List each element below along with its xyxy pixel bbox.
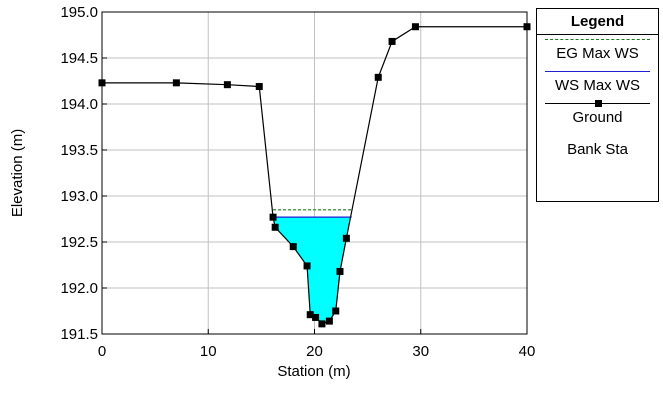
x-tick-label: 40 xyxy=(519,343,536,360)
legend-marker xyxy=(594,100,602,107)
legend: Legend EG Max WS WS Max WS Ground Bank Sta xyxy=(536,8,659,202)
ground-point xyxy=(289,243,297,251)
legend-item: Bank Sta xyxy=(537,131,658,163)
ground-point xyxy=(332,307,340,315)
legend-item: Ground xyxy=(537,99,658,131)
ground-point xyxy=(342,234,350,242)
ground-point xyxy=(303,262,311,270)
y-tick-label: 194.5 xyxy=(60,50,98,67)
ground-markers xyxy=(98,23,531,328)
ground-point xyxy=(255,83,263,91)
legend-items: EG Max WS WS Max WS Ground Bank Sta xyxy=(537,35,658,163)
y-tick-label: 191.5 xyxy=(60,326,98,343)
legend-swatch xyxy=(545,39,650,40)
ground-point xyxy=(411,23,419,31)
ground-point xyxy=(318,320,326,328)
ground-point xyxy=(269,213,277,221)
y-tick-label: 193.0 xyxy=(60,188,98,205)
ground-point xyxy=(306,311,314,319)
legend-swatch xyxy=(545,71,650,72)
x-tick-label: 10 xyxy=(200,343,217,360)
y-tick-label: 193.5 xyxy=(60,142,98,159)
y-tick-label: 192.5 xyxy=(60,234,98,251)
ground-point xyxy=(312,313,320,321)
ground-point xyxy=(223,81,231,89)
ground-point xyxy=(172,79,180,87)
y-axis-title: Elevation (m) xyxy=(9,129,26,217)
y-tick-label: 195.0 xyxy=(60,4,98,21)
ground-point xyxy=(271,223,279,231)
legend-title: Legend xyxy=(537,9,658,35)
ground-point xyxy=(325,317,333,325)
x-tick-label: 20 xyxy=(306,343,323,360)
legend-item: WS Max WS xyxy=(537,67,658,99)
x-tick-labels: 0 10 20 30 40 xyxy=(98,343,536,360)
legend-label: WS Max WS xyxy=(555,77,640,94)
ground-point xyxy=(374,73,382,81)
ground-point xyxy=(336,267,344,275)
legend-label: Bank Sta xyxy=(567,141,628,158)
y-tick-label: 194.0 xyxy=(60,96,98,113)
x-tick-label: 30 xyxy=(412,343,429,360)
legend-item: EG Max WS xyxy=(537,35,658,67)
tick-marks xyxy=(101,11,528,335)
legend-label: EG Max WS xyxy=(556,45,639,62)
legend-label: Ground xyxy=(572,109,623,126)
legend-swatch xyxy=(545,100,650,107)
y-tick-label: 192.0 xyxy=(60,280,98,297)
grid-lines xyxy=(101,11,528,335)
y-tick-labels: 191.5 192.0 192.5 193.0 193.5 194.0 194.5 195.0 xyxy=(60,4,98,343)
x-axis-title: Station (m) xyxy=(277,363,350,380)
ground-point xyxy=(388,37,396,45)
x-tick-label: 0 xyxy=(98,343,106,360)
